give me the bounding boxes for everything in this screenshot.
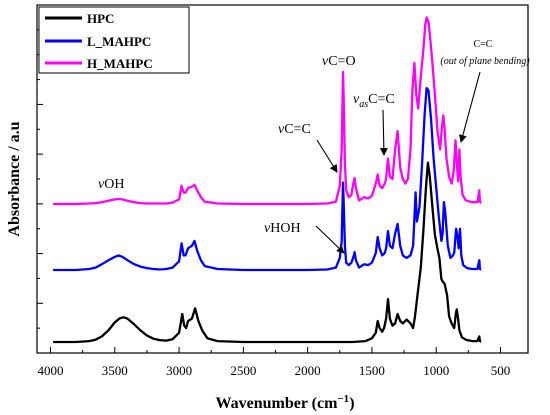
legend-label-l-mahpc: L_MAHPC <box>87 34 151 49</box>
annotation-voh: vOH <box>98 177 124 192</box>
annotation-vcc-text: C=C <box>284 122 311 137</box>
annotation-vascc-sub: as <box>359 99 368 110</box>
annotations: vOH vC=O vasC=C vC=C vHOH C=C (out of pl… <box>98 39 530 254</box>
x-tick-label-1000: 1000 <box>423 363 449 378</box>
legend-label-h-mahpc: H_MAHPC <box>87 56 153 71</box>
legend-label-hpc: HPC <box>87 11 114 26</box>
annotation-vcc: vC=C <box>278 122 311 137</box>
x-tick-label-1500: 1500 <box>359 363 385 378</box>
annotation-vascc-prefix: v <box>353 92 360 107</box>
annotation-vhoh: vHOH <box>264 221 301 236</box>
annotation-voh-text: OH <box>104 177 124 192</box>
x-axis-title-main: Wavenumber (cm <box>215 395 338 412</box>
annotation-vcc-arrow <box>316 139 338 173</box>
x-axis-title-sup: −1 <box>337 393 349 405</box>
series-line-hpc <box>53 161 482 344</box>
x-axis-title: Wavenumber (cm−1) <box>215 393 354 412</box>
axis-layer: 4000 3500 3000 2500 2000 1500 1000 500 <box>37 4 511 378</box>
y-axis-title: Absorbance / a.u <box>6 121 23 236</box>
series-line-h-mahpc <box>53 16 483 206</box>
x-tick-label-2000: 2000 <box>295 363 321 378</box>
annotation-vcc-prefix: v <box>278 122 285 137</box>
x-tick-label-2500: 2500 <box>230 363 256 378</box>
x-tick-label-500: 500 <box>491 363 511 378</box>
legend: HPC L_MAHPC H_MAHPC <box>38 6 190 74</box>
annotation-vco: vC=O <box>322 54 356 69</box>
x-axis-title-close: ) <box>349 395 354 412</box>
annotation-ccoop-title: C=C <box>474 39 493 50</box>
annotation-vascc: vasC=C <box>353 92 395 110</box>
annotation-vascc-text: C=C <box>368 92 395 107</box>
x-tick-label-3000: 3000 <box>166 363 192 378</box>
x-tick-label-3500: 3500 <box>102 363 128 378</box>
annotation-vhoh-arrow <box>315 225 345 254</box>
annotation-vhoh-prefix: v <box>264 221 271 236</box>
annotation-vco-prefix: v <box>322 54 329 69</box>
annotation-vco-text: C=O <box>328 54 355 69</box>
x-tick-label-4000: 4000 <box>38 363 64 378</box>
annotation-vhoh-text: HOH <box>270 221 300 236</box>
annotation-ccoop-arrow <box>458 71 481 143</box>
series-layer <box>53 16 483 344</box>
series-line-l-mahpc <box>53 86 482 272</box>
annotation-ccoop-note: (out of plane bending) <box>440 56 530 67</box>
annotation-voh-prefix: v <box>98 177 105 192</box>
annotation-vascc-arrow <box>379 109 388 156</box>
